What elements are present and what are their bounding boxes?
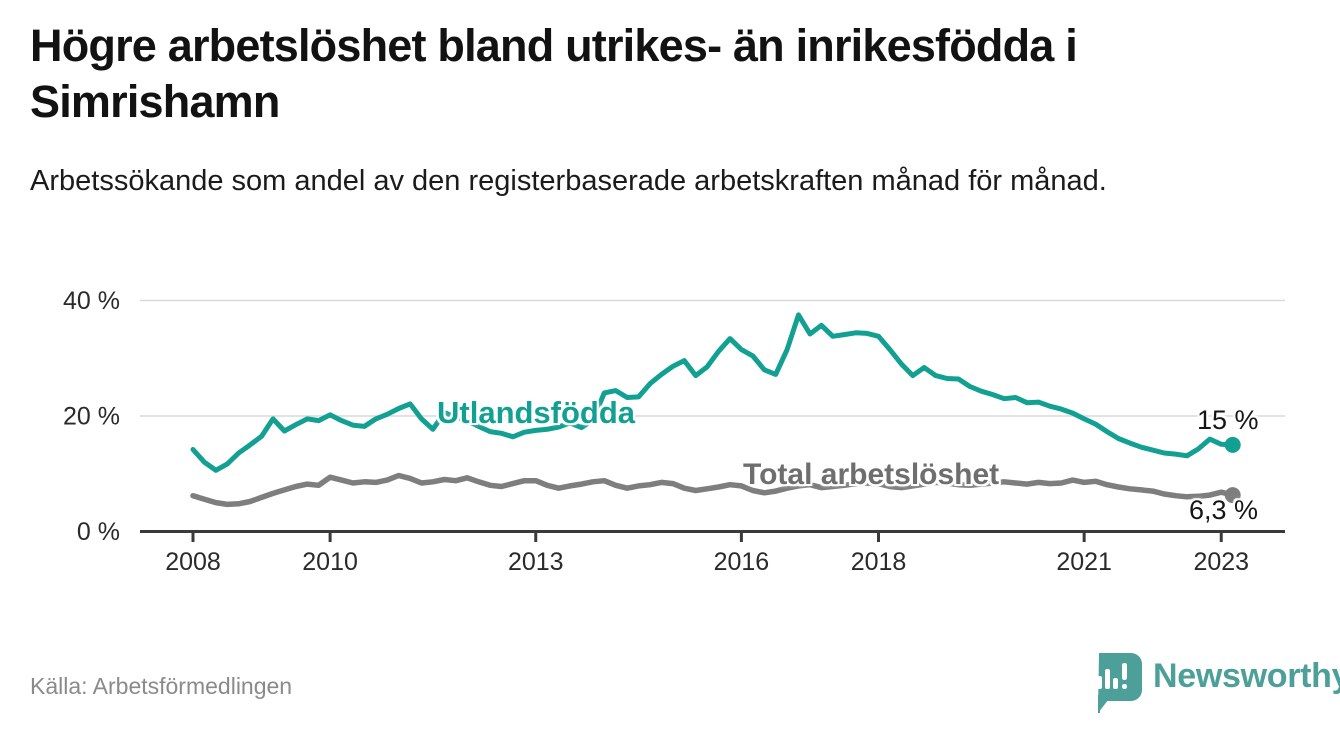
series-label-utlandsfodda: Utlandsfödda xyxy=(437,395,636,430)
x-axis-label-2013: 2013 xyxy=(508,548,564,576)
end-value-utlandsfodda: 15 % xyxy=(1197,405,1259,435)
chart-subtitle: Arbetssökande som andel av den registerb… xyxy=(30,165,1107,197)
y-axis-label-0: 0 % xyxy=(77,518,120,546)
newsworthy-logo: Newsworthy xyxy=(1086,651,1340,717)
x-axis-label-2010: 2010 xyxy=(302,548,358,576)
plot-area: 0 % 20 % 40 % 2008 2010 2013 2016 2018 2021 2023 xyxy=(63,287,1285,576)
series-label-total-arbetsloshet: Total arbetslöshet xyxy=(743,458,1000,491)
series-line-utlandsfodda xyxy=(190,312,1236,473)
newsworthy-logo-text: Newsworthy xyxy=(1153,657,1340,695)
y-axis-label-40: 40 % xyxy=(63,287,120,315)
x-axis-label-2018: 2018 xyxy=(851,548,907,576)
x-axis-label-2008: 2008 xyxy=(165,548,221,576)
series-line-total xyxy=(190,472,1236,508)
end-dot-total xyxy=(1224,487,1241,504)
end-dot-utlandsfodda xyxy=(1224,436,1241,453)
source-note: Källa: Arbetsförmedlingen xyxy=(30,673,293,699)
y-axis-label-20: 20 % xyxy=(63,403,120,431)
x-axis-label-2021: 2021 xyxy=(1056,548,1112,576)
newsworthy-logo-icon xyxy=(1097,653,1142,713)
chart-title: Högre arbetslöshet bland utrikes- än inr… xyxy=(30,20,1078,127)
x-axis-label-2023: 2023 xyxy=(1193,548,1249,576)
x-axis-label-2016: 2016 xyxy=(714,548,770,576)
end-value-total: 6,3 % xyxy=(1189,495,1259,525)
